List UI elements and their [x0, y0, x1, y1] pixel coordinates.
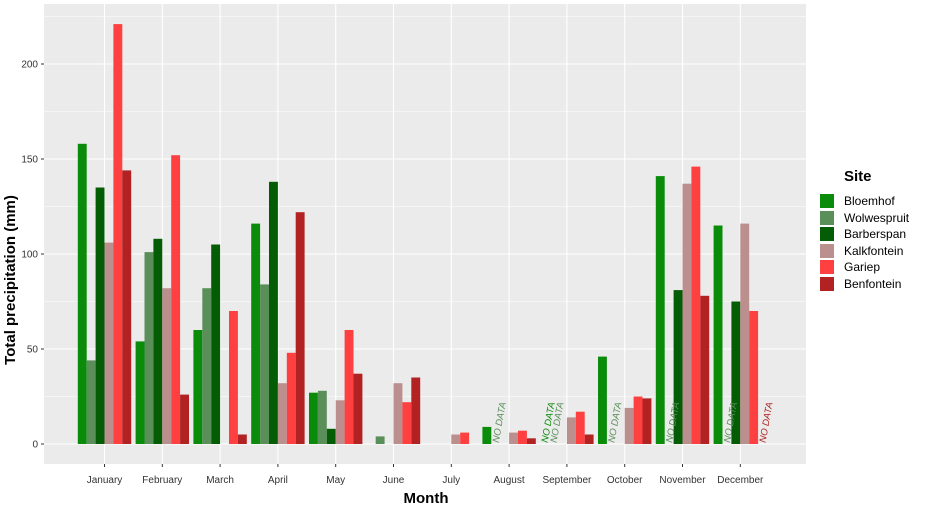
legend: Site Bloemhof Wolwespruit Barberspan Kalkfo…: [820, 168, 909, 292]
bar-gariep: [460, 432, 470, 444]
bar-bloemhof: [655, 176, 665, 444]
bar-benfontein: [526, 438, 536, 444]
bar-barberspan: [673, 290, 683, 444]
bar-kalkfontein: [624, 407, 634, 444]
legend-swatch: [820, 276, 834, 291]
bar-gariep: [749, 311, 759, 444]
legend-title: Site: [844, 168, 872, 185]
bar-gariep: [344, 330, 354, 444]
bar-benfontein: [411, 377, 421, 444]
bar-benfontein: [122, 170, 132, 444]
bar-bloemhof: [193, 330, 203, 444]
x-tick-label: November: [659, 475, 706, 486]
bar-gariep: [171, 155, 181, 444]
bar-gariep: [402, 402, 412, 444]
bar-gariep: [633, 396, 643, 444]
x-tick-label: June: [383, 475, 405, 486]
x-tick-label: May: [326, 475, 345, 486]
legend-item: Bloemhof: [820, 193, 909, 210]
bar-gariep: [575, 411, 585, 444]
legend-item: Kalkfontein: [820, 243, 909, 260]
y-tick-label: 100: [21, 250, 38, 261]
x-tick-label: July: [442, 475, 460, 486]
x-axis: January February March April May June July Augu…: [87, 464, 764, 486]
bar-bloemhof: [598, 356, 607, 444]
y-axis-title: Total precipitation (mm): [2, 195, 19, 365]
bar-benfontein: [237, 434, 247, 444]
bar-benfontein: [295, 212, 305, 444]
legend-label: Gariep: [844, 260, 881, 275]
bar-gariep: [229, 311, 238, 444]
bar-wolwespruit: [86, 360, 96, 444]
bar-wolwespruit: [375, 436, 385, 444]
bar-bloemhof: [77, 143, 87, 445]
x-tick-label: December: [717, 475, 764, 486]
bar-gariep: [286, 352, 296, 444]
bar-kalkfontein: [566, 417, 576, 444]
legend-label: Benfontein: [844, 276, 902, 291]
bar-barberspan: [269, 181, 278, 445]
bar-benfontein: [180, 394, 189, 444]
bar-kalkfontein: [162, 288, 172, 444]
bar-wolwespruit: [144, 252, 154, 444]
y-tick-label: 0: [32, 440, 38, 451]
x-tick-label: October: [607, 475, 643, 486]
bar-gariep: [113, 24, 123, 444]
x-tick-label: September: [542, 475, 592, 486]
legend-items: Bloemhof Wolwespruit Barberspan Kalkfontein…: [820, 193, 909, 292]
bar-wolwespruit: [202, 288, 212, 444]
bar-kalkfontein: [740, 223, 750, 444]
bar-benfontein: [353, 373, 363, 444]
bar-wolwespruit: [260, 284, 269, 444]
y-tick-label: 50: [27, 345, 39, 356]
legend-item: Wolwespruit: [820, 210, 909, 227]
bar-barberspan: [153, 238, 163, 444]
x-tick-label: February: [142, 475, 182, 486]
bar-kalkfontein: [104, 242, 114, 444]
bar-wolwespruit: [317, 390, 327, 444]
bar-benfontein: [584, 434, 594, 444]
bar-bloemhof: [482, 426, 492, 444]
legend-swatch: [820, 227, 834, 242]
legend-label: Barberspan: [844, 227, 907, 242]
bar-kalkfontein: [451, 434, 461, 444]
legend-swatch: [820, 210, 834, 225]
bar-gariep: [691, 166, 701, 444]
legend-label: Kalkfontein: [844, 243, 904, 258]
legend-item: Barberspan: [820, 226, 909, 243]
legend-label: Wolwespruit: [844, 210, 910, 225]
bar-bloemhof: [135, 341, 145, 444]
bar-kalkfontein: [277, 383, 287, 444]
bar-gariep: [518, 430, 527, 444]
bar-kalkfontein: [682, 183, 692, 444]
bar-benfontein: [700, 295, 710, 444]
legend-swatch: [820, 243, 834, 258]
legend-label: Bloemhof: [844, 194, 895, 209]
legend-item: Benfontein: [820, 276, 909, 293]
bar-kalkfontein: [335, 400, 345, 444]
legend-swatch: [820, 260, 834, 275]
y-axis: 0 50 100 150 200: [21, 60, 44, 451]
legend-item: Gariep: [820, 259, 909, 276]
bar-barberspan: [731, 301, 741, 444]
y-tick-label: 200: [21, 60, 38, 71]
bar-bloemhof: [713, 225, 723, 444]
y-tick-label: 150: [21, 155, 38, 166]
bar-barberspan: [95, 187, 105, 444]
x-tick-label: January: [87, 475, 123, 486]
x-tick-label: April: [268, 475, 288, 486]
bar-benfontein: [642, 398, 652, 444]
bar-kalkfontein: [393, 383, 403, 444]
bar-barberspan: [326, 428, 336, 444]
x-tick-label: March: [206, 475, 234, 486]
bar-bloemhof: [309, 392, 318, 444]
bar-bloemhof: [251, 223, 261, 444]
legend-swatch: [820, 194, 834, 209]
bar-kalkfontein: [509, 432, 518, 444]
bars: [77, 24, 759, 445]
bar-barberspan: [211, 244, 221, 444]
x-tick-label: August: [494, 475, 525, 486]
x-axis-title: Month: [404, 490, 449, 507]
